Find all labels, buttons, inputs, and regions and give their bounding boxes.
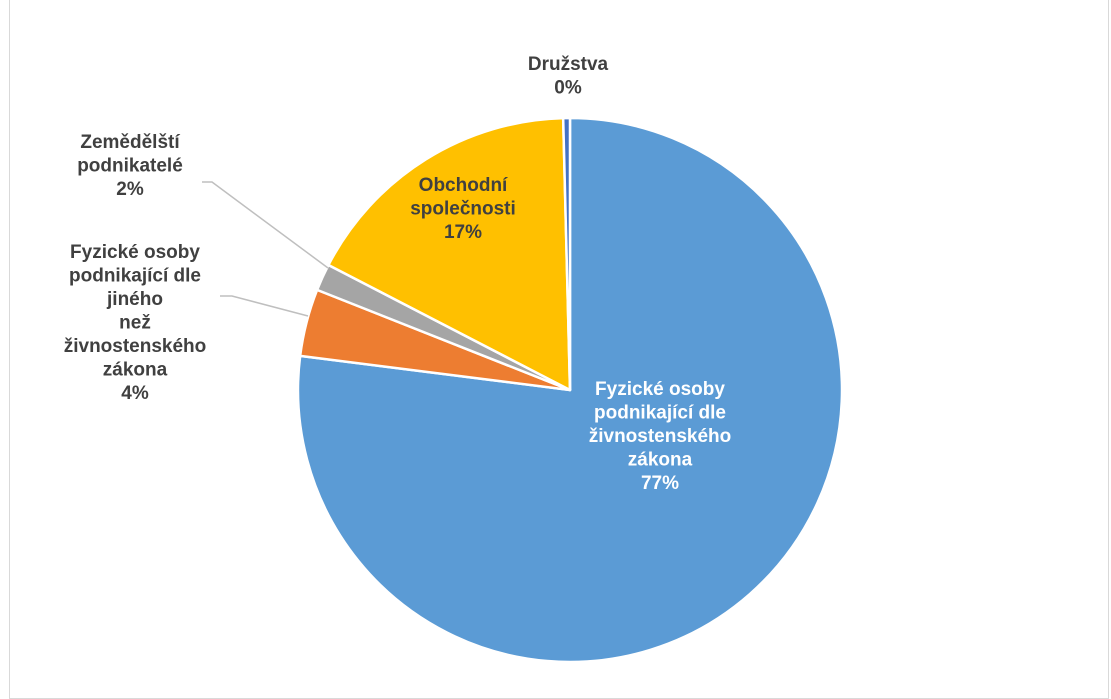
leader-lines xyxy=(202,181,329,317)
slice-label-fyzicke-osoby-podnikajici-dle-jineho-nez-zivnostenskeho-zakona: Fyzické osoby podnikající dle jiného než živ… xyxy=(64,242,207,404)
slice-value-label: 77% xyxy=(641,473,679,494)
slice-label-line: podnikající dle xyxy=(594,403,726,424)
pie-slices xyxy=(296,116,844,664)
slice-value-label: 17% xyxy=(444,222,482,243)
slice-label-line: podnikatelé xyxy=(77,156,183,177)
slice-label-line: Družstva xyxy=(528,54,609,75)
slice-label-line: živnostenského xyxy=(589,426,732,447)
slice-label-line: než xyxy=(119,313,151,334)
slice-label-line: zákona xyxy=(103,360,168,381)
pie-slice-druzstva xyxy=(561,116,572,392)
slice-label-line: Fyzické osoby xyxy=(595,379,725,400)
slice-labels: Fyzické osoby podnikající dle živnostenské… xyxy=(64,54,732,494)
slice-value-label: 0% xyxy=(554,78,582,99)
slice-label-zemedelsti-podnikatele: Zemědělští podnikatelé 2% xyxy=(77,132,183,200)
pie-slice-obchodni-spolecnosti xyxy=(327,116,572,392)
slice-value-label: 2% xyxy=(116,179,144,200)
slice-label-line: jiného xyxy=(106,289,163,310)
slice-label-fyzicke-osoby-podnikajici-dle-zivnostenskeho-zakona: Fyzické osoby podnikající dle živnostenské… xyxy=(589,379,732,494)
slice-label-line: Fyzické osoby xyxy=(70,242,200,263)
slice-label-line: podnikající dle xyxy=(69,266,201,287)
leader-line-zemedelsti xyxy=(202,181,329,269)
slice-label-obchodni-spolecnosti: Obchodní společnosti 17% xyxy=(410,175,516,243)
slice-label-druzstva: Družstva 0% xyxy=(528,54,609,99)
leader-line-fyzicke-jine xyxy=(220,295,309,317)
slice-label-line: společnosti xyxy=(410,199,516,220)
slice-label-line: Zemědělští xyxy=(80,132,180,153)
slice-label-line: zákona xyxy=(628,450,693,471)
slice-value-label: 4% xyxy=(121,383,149,404)
slice-label-line: Obchodní xyxy=(419,175,508,196)
slice-label-line: živnostenského xyxy=(64,336,207,357)
